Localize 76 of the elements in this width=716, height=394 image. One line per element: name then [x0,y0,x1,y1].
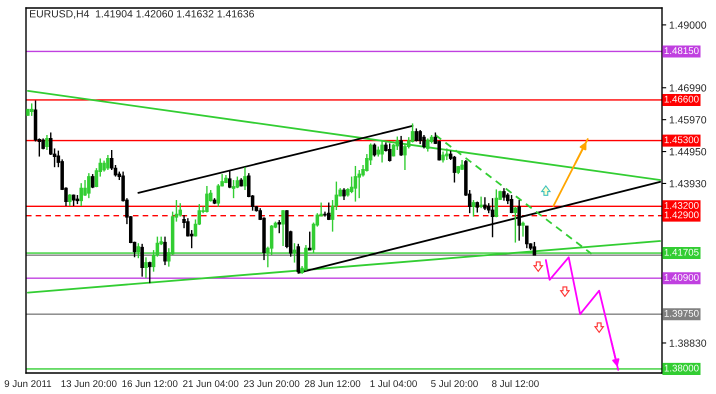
x-tick-label: 16 Jun 12:00 [122,380,178,388]
chart-title: EURUSD,H4 1.41904 1.42060 1.41632 1.41636 [30,10,254,19]
candlestick [144,256,148,279]
candlestick [372,142,376,158]
candlestick [87,172,91,199]
candlestick [388,142,392,162]
x-tick-label: 23 Jun 20:00 [244,380,300,388]
candlestick [68,193,72,207]
candlestick [418,129,422,145]
candlestick [106,154,110,171]
y-tick-label: 1.38830 [670,339,706,347]
ref-line-label: 1.43200 [664,202,699,209]
candlestick [479,196,483,209]
ref-line-label: 1.45300 [664,136,699,144]
candlestick [490,197,494,238]
candlestick [441,150,445,164]
candlestick [514,206,518,244]
y-tick-label: 1.46990 [670,84,706,92]
candlestick [445,148,449,161]
candlestick [342,187,346,201]
line-series [544,256,620,371]
x-tick-label: 13 Jun 20:00 [61,380,117,388]
x-tick-label: 9 Jun 2011 [4,380,52,388]
candlestick [517,199,521,242]
candlestick [376,146,380,158]
candlestick [45,134,49,151]
candlestick [399,135,403,157]
ref-line-label: 1.40900 [664,274,699,281]
y-tick-label: 1.43930 [670,180,706,188]
candlestick [90,173,94,189]
candlestick [414,128,418,142]
candlestick [178,202,182,218]
ref-line-label: 1.39750 [664,310,699,317]
ref-line-label: 1.46600 [664,96,699,103]
candlestick [281,209,285,247]
x-tick-label: 28 Jun 12:00 [304,380,360,388]
x-tick-label: 21 Jun 04:00 [183,380,238,388]
candlestick [476,200,480,214]
candlestick [494,188,498,218]
candlestick [232,179,236,199]
candlestick [532,241,536,256]
candlestick [216,183,220,208]
ref-line-label: 1.41705 [664,248,699,256]
y-tick-label: 1.45970 [670,116,706,124]
candlestick [437,140,441,162]
candlestick [472,199,476,218]
candlestick [510,194,514,214]
candlestick [380,139,384,164]
candlestick [422,134,426,150]
y-tick-label: 1.49000 [670,21,706,29]
candlestick [426,138,430,152]
candlestick [76,194,80,205]
ref-line-label: 1.38000 [664,364,699,372]
x-tick-label: 1 Jul 04:00 [370,380,417,388]
candlestick [327,202,331,221]
ref-line-label: 1.48150 [664,47,699,54]
candlestick [502,187,506,202]
candlestick [525,225,529,249]
ref-line-label: 1.42900 [664,211,699,218]
candlestick [79,182,83,207]
candlestick [354,165,358,202]
x-tick-label: 8 Jul 12:00 [492,380,539,388]
candlestick [278,219,282,234]
candlestick [243,166,247,191]
candlestick [308,230,312,251]
candlestick [205,185,209,214]
candlestick [357,169,361,199]
candlestick [521,220,525,238]
candlestick [140,243,144,278]
candlestick [30,102,34,117]
candlestick [148,260,152,284]
x-tick-label: 5 Jul 20:00 [431,380,478,388]
y-tick-label: 1.44950 [670,148,706,156]
candlestick [483,196,487,211]
candlestick [228,169,232,189]
candlestick [163,236,167,266]
